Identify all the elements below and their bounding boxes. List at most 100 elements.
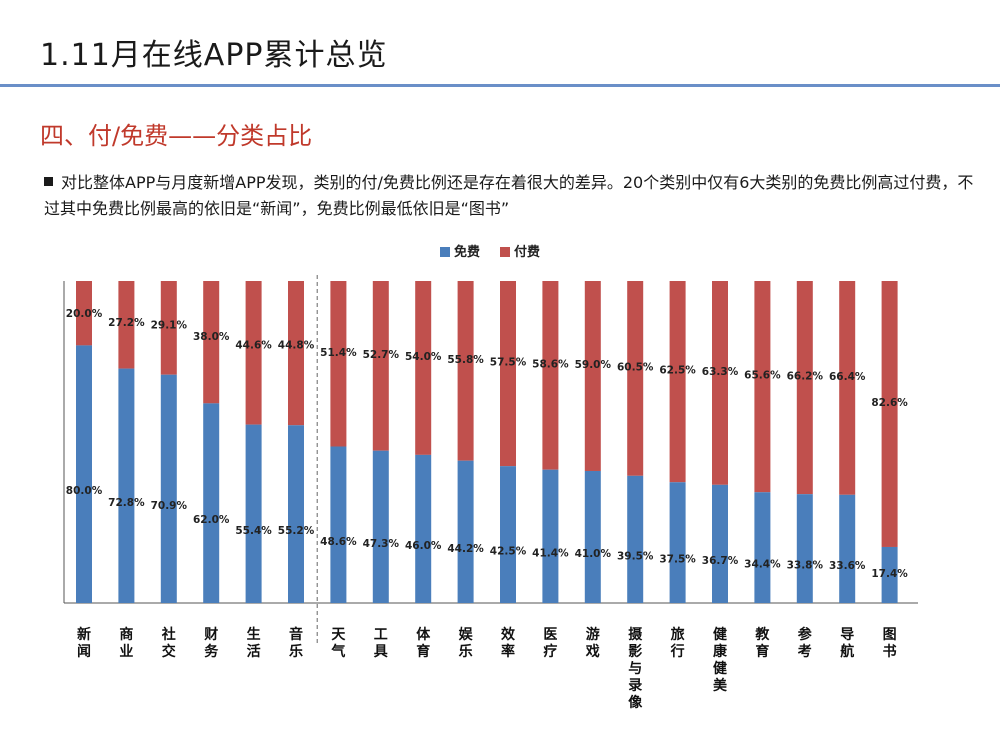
data-label-free-11: 41.4%: [532, 547, 569, 559]
bar-paid-5: [288, 281, 304, 426]
data-label-free-12: 41.0%: [575, 548, 612, 560]
category-label-7: 工具: [373, 627, 388, 660]
category-label-8: 体育: [416, 626, 431, 660]
data-label-free-1: 72.8%: [108, 497, 145, 509]
data-label-free-15: 36.7%: [702, 555, 739, 567]
data-label-paid-2: 29.1%: [151, 319, 188, 331]
bar-free-5: [288, 425, 304, 603]
bar-free-16: [754, 492, 771, 603]
data-label-free-4: 55.4%: [235, 525, 272, 537]
bar-free-1: [118, 368, 135, 603]
bar-free-6: [330, 446, 347, 603]
bar-free-12: [584, 470, 601, 603]
data-label-paid-19: 82.6%: [871, 397, 908, 409]
legend-label-1: 付费: [514, 244, 540, 260]
category-label-14: 旅行: [670, 626, 685, 660]
bullet-square-icon: [44, 177, 53, 186]
bar-free-9: [457, 460, 474, 603]
slide-title: 1.11月在线APP累计总览: [40, 38, 388, 73]
data-label-free-14: 37.5%: [659, 554, 696, 566]
category-label-5: 音乐: [289, 626, 303, 660]
bar-free-14: [669, 482, 686, 603]
data-label-paid-18: 66.4%: [829, 371, 866, 383]
category-label-1: 商业: [119, 626, 133, 660]
data-label-paid-14: 62.5%: [659, 365, 696, 377]
bar-free-13: [627, 475, 644, 603]
category-label-4: 生活: [247, 626, 261, 660]
bar-paid-11: [542, 281, 559, 470]
bar-paid-2: [160, 281, 177, 375]
bar-free-8: [415, 454, 432, 603]
data-label-free-0: 80.0%: [66, 485, 103, 497]
category-label-9: 娱乐: [459, 626, 474, 660]
bar-free-10: [500, 466, 516, 603]
data-label-free-7: 47.3%: [363, 538, 400, 550]
data-label-paid-15: 63.3%: [702, 366, 739, 378]
bar-free-2: [160, 374, 177, 603]
stacked-bar-chart: 免费 付费 20.0% 80.0% 新闻 27.2% 72.8% 商业 29.1% 70.9% 社交…: [63, 244, 918, 711]
data-label-paid-4: 44.6%: [235, 339, 272, 351]
bar-free-3: [203, 403, 220, 603]
legend-swatch-1: [500, 247, 510, 257]
data-label-paid-0: 20.0%: [66, 308, 103, 320]
data-label-free-10: 42.5%: [490, 546, 527, 558]
bar-paid-7: [372, 281, 389, 451]
data-label-free-3: 62.0%: [193, 514, 230, 526]
data-label-free-9: 44.2%: [447, 543, 484, 555]
bar-free-17: [796, 494, 813, 603]
data-label-paid-1: 27.2%: [108, 317, 145, 329]
bar-free-18: [839, 494, 856, 603]
bar-paid-13: [627, 281, 644, 476]
summary-paragraph: 对比整体APP与月度新增APP发现，类别的付/免费比例还是存在着很大的差异。20…: [44, 170, 989, 222]
category-label-16: 教育: [755, 626, 770, 660]
category-label-10: 效率: [501, 626, 516, 660]
data-label-paid-9: 55.8%: [447, 354, 484, 366]
data-label-paid-7: 52.7%: [363, 349, 400, 361]
legend-label-0: 免费: [454, 244, 480, 260]
summary-text: 对比整体APP与月度新增APP发现，类别的付/免费比例还是存在着很大的差异。20…: [44, 173, 974, 218]
legend-swatch-0: [440, 247, 450, 257]
bar-paid-9: [457, 281, 474, 461]
bar-free-4: [245, 424, 262, 603]
bar-paid-12: [584, 281, 601, 471]
category-label-12: 游戏: [585, 626, 600, 660]
bar-paid-18: [839, 281, 856, 495]
bar-paid-8: [415, 281, 432, 455]
bar-paid-3: [203, 281, 220, 404]
data-label-paid-6: 51.4%: [320, 347, 357, 359]
bar-paid-16: [754, 281, 771, 493]
bar-free-19: [881, 546, 898, 603]
data-label-paid-16: 65.6%: [744, 370, 781, 382]
data-label-paid-5: 44.8%: [278, 340, 315, 352]
bar-paid-19: [881, 281, 898, 547]
data-label-free-5: 55.2%: [278, 525, 315, 537]
category-label-2: 社交: [161, 626, 176, 660]
bar-paid-0: [76, 281, 92, 346]
data-label-paid-8: 54.0%: [405, 351, 442, 363]
data-label-paid-10: 57.5%: [490, 357, 527, 369]
bar-free-15: [712, 484, 728, 603]
section-heading: 四、付/免费——分类占比: [40, 122, 313, 150]
data-label-free-16: 34.4%: [744, 559, 781, 571]
category-label-11: 医疗: [543, 627, 557, 660]
bar-paid-14: [669, 281, 686, 483]
data-label-paid-17: 66.2%: [787, 371, 824, 383]
bar-free-11: [542, 469, 559, 603]
data-label-free-13: 39.5%: [617, 550, 654, 562]
bar-paid-10: [500, 281, 516, 467]
category-label-15: 健康健美: [713, 626, 728, 694]
title-divider: [0, 84, 1000, 87]
bar-paid-17: [796, 281, 813, 495]
category-label-3: 财务: [203, 626, 219, 660]
category-label-19: 图书: [883, 627, 897, 660]
bar-paid-1: [118, 281, 135, 369]
category-label-18: 导航: [840, 627, 854, 660]
data-label-free-6: 48.6%: [320, 536, 357, 548]
category-label-6: 天气: [330, 627, 346, 660]
data-label-free-19: 17.4%: [871, 568, 908, 580]
data-label-paid-11: 58.6%: [532, 358, 569, 370]
category-label-17: 参考: [798, 626, 813, 660]
data-label-paid-13: 60.5%: [617, 361, 654, 373]
category-label-13: 摄影与录像: [628, 626, 643, 711]
data-label-paid-12: 59.0%: [575, 359, 612, 371]
